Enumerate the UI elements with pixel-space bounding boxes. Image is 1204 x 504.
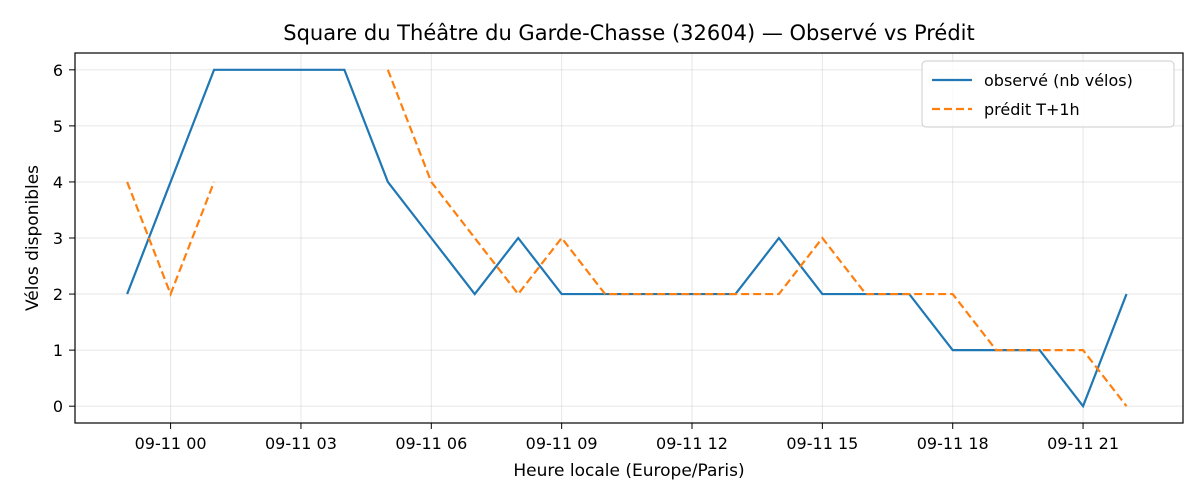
x-axis: 09-11 00 09-11 03 09-11 06 09-11 09 09-11 12… (135, 423, 1119, 453)
y-tick-label: 6 (53, 61, 63, 80)
x-tick-label: 09-11 15 (786, 434, 858, 453)
chart-title: Square du Théâtre du Garde-Chasse (32604… (283, 21, 974, 45)
series-layer (126, 68, 1128, 409)
y-axis: 0 1 2 3 4 5 6 (53, 61, 75, 416)
x-axis-label: Heure locale (Europe/Paris) (513, 461, 744, 481)
legend-label-predicted: prédit T+1h (984, 100, 1080, 119)
y-tick-label: 1 (53, 341, 63, 360)
y-tick-label: 2 (53, 285, 63, 304)
x-tick-label: 09-11 03 (265, 434, 337, 453)
y-tick-label: 4 (53, 173, 63, 192)
series-line-predicted (126, 69, 1128, 407)
x-tick-label: 09-11 18 (917, 434, 989, 453)
x-tick-label: 09-11 06 (395, 434, 467, 453)
legend-label-observed: observé (nb vélos) (984, 71, 1133, 90)
y-tick-label: 0 (53, 397, 63, 416)
x-tick-label: 09-11 09 (526, 434, 598, 453)
y-tick-label: 5 (53, 117, 63, 136)
y-tick-label: 3 (53, 229, 63, 248)
legend-box (921, 60, 1175, 128)
x-tick-label: 09-11 00 (135, 434, 207, 453)
x-tick-label: 09-11 21 (1047, 434, 1119, 453)
legend: observé (nb vélos) prédit T+1h (921, 60, 1175, 128)
y-axis-label: Vélos disponibles (23, 165, 43, 311)
x-tick-label: 09-11 12 (656, 434, 728, 453)
